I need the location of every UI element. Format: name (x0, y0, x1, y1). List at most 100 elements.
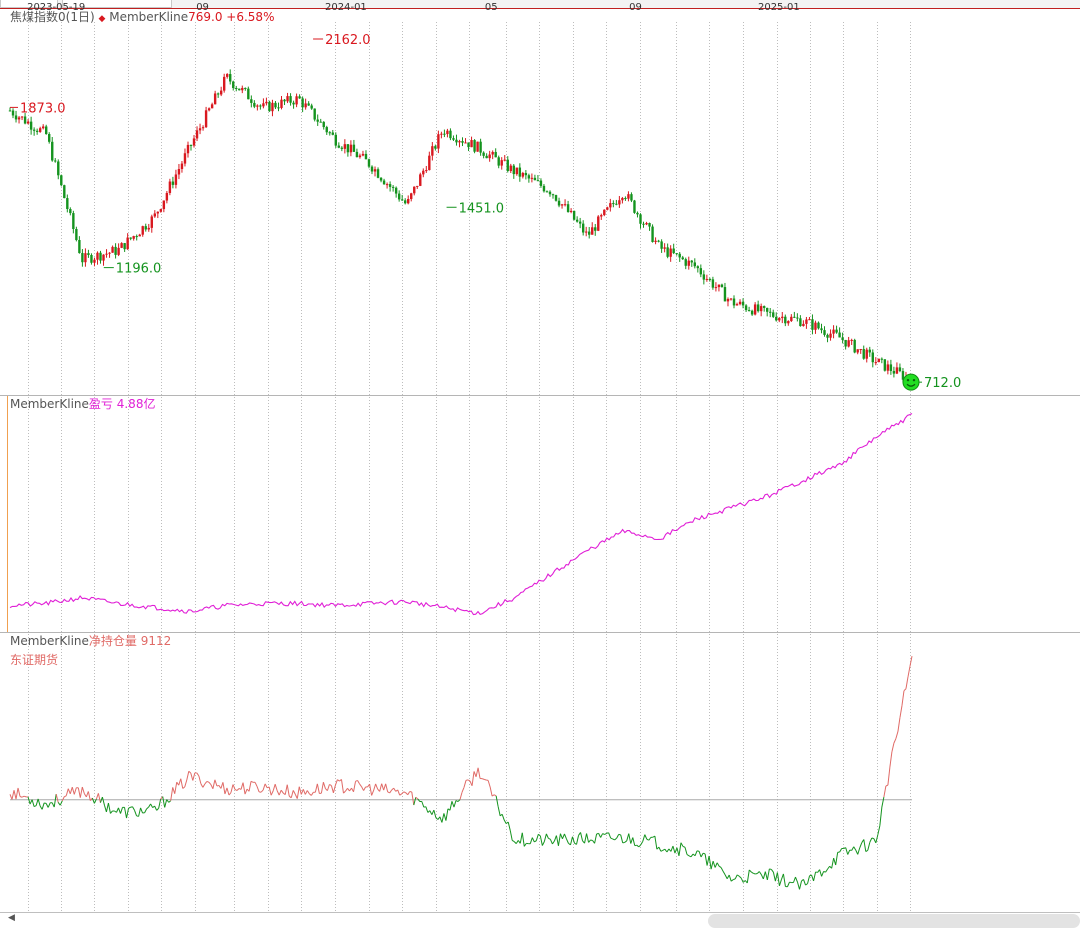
candle-body (778, 318, 780, 320)
net-position-segment (717, 863, 719, 866)
net-position-segment (793, 877, 795, 882)
candle-body (567, 204, 569, 212)
candle (727, 297, 729, 306)
net-position-segment (358, 780, 360, 783)
candle (579, 218, 581, 228)
candle-body (193, 138, 195, 145)
net-position-segment (231, 784, 233, 792)
candle (443, 130, 445, 137)
net-position-segment (864, 839, 866, 851)
net-position-segment (840, 848, 842, 852)
candle-body (579, 222, 581, 224)
candle-body (869, 350, 871, 353)
candle (202, 125, 204, 130)
candle (491, 150, 493, 159)
candle (591, 222, 593, 235)
net-position-segment (273, 784, 275, 791)
candle-body (537, 180, 539, 181)
candle-body (81, 253, 83, 262)
scroll-left-icon[interactable]: ◀ (8, 913, 15, 923)
candle (256, 104, 258, 110)
net-position-segment (157, 808, 159, 810)
candle (519, 163, 521, 182)
candle-body (205, 110, 207, 127)
candle (356, 149, 358, 158)
candle (588, 227, 590, 238)
candle (48, 132, 50, 143)
candle (329, 131, 331, 135)
net-position-segment (641, 841, 643, 844)
net-position-segment (374, 784, 376, 791)
net-position-segment (68, 789, 70, 794)
candle (739, 299, 741, 305)
net-position-segment (882, 797, 884, 807)
candle (114, 243, 116, 258)
candle (268, 101, 270, 112)
candle-body (75, 229, 77, 240)
candle (84, 248, 86, 266)
net-position-segment (589, 840, 591, 842)
net-position-segment (281, 790, 283, 793)
candle (522, 172, 524, 179)
net-position-segment (118, 808, 120, 814)
candle-body (301, 98, 303, 107)
net-position-segment (548, 838, 550, 839)
net-position-segment (394, 788, 396, 791)
candle-body (875, 362, 877, 363)
net-position-segment (488, 780, 490, 787)
candle (573, 211, 575, 221)
net-position-segment (898, 718, 900, 732)
candle (832, 325, 834, 338)
net-position-segment (135, 810, 137, 815)
candle (715, 282, 717, 291)
candle (733, 295, 735, 308)
candle-body (123, 243, 125, 249)
candle-body (374, 169, 376, 171)
candle-body (268, 102, 270, 111)
candle-body (259, 106, 261, 107)
candle (464, 138, 466, 143)
smiley-icon (903, 374, 919, 390)
candle (850, 339, 852, 345)
candle-body (491, 152, 493, 155)
candle (543, 184, 545, 193)
candle-body (552, 194, 554, 195)
candle (875, 357, 877, 365)
candle (211, 103, 213, 109)
candle-body (513, 166, 515, 174)
candle-body (853, 340, 855, 353)
candle-body (510, 166, 512, 171)
net-position-segment (92, 798, 94, 803)
net-position-segment (872, 838, 874, 839)
candle-body (60, 175, 62, 185)
net-position-segment (510, 830, 512, 840)
net-position-segment (227, 788, 229, 795)
candle (374, 166, 376, 176)
candle-body (694, 262, 696, 266)
candle (151, 215, 153, 233)
net-position-segment (331, 786, 333, 793)
candle (45, 125, 47, 135)
hold-label: 净持仓量 (89, 634, 137, 648)
candle (482, 151, 484, 158)
scrollbar-thumb[interactable] (708, 914, 1080, 928)
candle (277, 103, 279, 112)
net-position-segment (275, 784, 277, 791)
candle (344, 139, 346, 153)
net-position-segment (814, 872, 816, 881)
net-position-segment (550, 839, 552, 844)
candle-body (329, 132, 331, 133)
candle (241, 86, 243, 94)
net-position-segment (661, 850, 663, 851)
candle-body (114, 247, 116, 255)
candle-body (389, 184, 391, 187)
candle-body (742, 302, 744, 306)
candle-body (811, 319, 813, 330)
candle (884, 359, 886, 371)
net-position-segment (820, 870, 822, 877)
candle (724, 283, 726, 302)
candle (271, 100, 273, 116)
net-position-segment (410, 791, 412, 792)
